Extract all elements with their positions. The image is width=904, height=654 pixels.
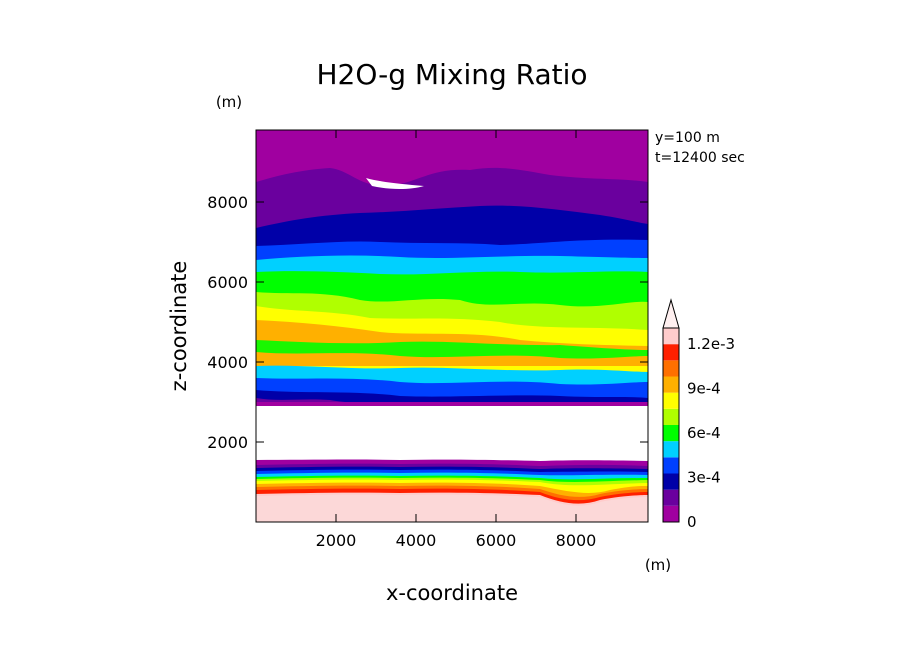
- z-unit-label: (m): [216, 93, 242, 111]
- colorbar-segment: [663, 441, 679, 458]
- x-tick-label: 4000: [396, 531, 437, 550]
- annotation-time: t=12400 sec: [655, 150, 745, 166]
- annotation-y: y=100 m: [655, 130, 720, 146]
- chart-title: H2O-g Mixing Ratio: [316, 58, 587, 91]
- x-axis-label: x-coordinate: [386, 581, 518, 605]
- colorbar-extension: [662, 298, 680, 329]
- colorbar-segment: [663, 457, 679, 474]
- colorbar-tick-label: 0: [687, 513, 697, 531]
- colorbar-segment: [663, 360, 679, 377]
- x-tick-label: 2000: [316, 531, 357, 550]
- colorbar-tick-label: 6e-4: [687, 424, 721, 442]
- z-tick-label: 8000: [207, 193, 248, 212]
- contour-lower-lightpink: [256, 494, 648, 522]
- colorbar-segment: [663, 376, 679, 393]
- colorbar-segment: [663, 425, 679, 442]
- colorbar-segment: [663, 473, 679, 490]
- plot-frame: [255, 129, 649, 523]
- contour-field: [256, 130, 648, 522]
- colorbar-segment: [663, 328, 679, 345]
- contour-mid-orange-2: [256, 352, 648, 366]
- colorbar: 0 3e-4 6e-4 9e-4 1.2e-3: [662, 298, 735, 531]
- colorbar-frame: [662, 327, 680, 523]
- x-tick-label: 6000: [476, 531, 517, 550]
- x-unit-label: (m): [645, 556, 671, 574]
- colorbar-segment: [663, 392, 679, 409]
- x-tick-label: 8000: [556, 531, 597, 550]
- contour-mid-bottom-magenta: [256, 402, 648, 406]
- contour-upper-white-patch: [366, 178, 424, 189]
- z-axis: 2000 4000 6000 8000: [207, 193, 648, 452]
- colorbar-segment: [663, 489, 679, 506]
- colorbar-tick-label: 9e-4: [687, 380, 721, 398]
- colorbar-segment: [663, 505, 679, 522]
- z-axis-label: z-coordinate: [167, 261, 191, 392]
- colorbar-tick-label: 3e-4: [687, 469, 721, 487]
- z-tick-label: 6000: [207, 273, 248, 292]
- x-axis: 2000 4000 6000 8000: [316, 130, 597, 550]
- colorbar-tick-label: 1.2e-3: [687, 335, 735, 353]
- z-tick-label: 4000: [207, 353, 248, 372]
- z-tick-label: 2000: [207, 433, 248, 452]
- colorbar-segment: [663, 408, 679, 425]
- colorbar-segment: [663, 344, 679, 361]
